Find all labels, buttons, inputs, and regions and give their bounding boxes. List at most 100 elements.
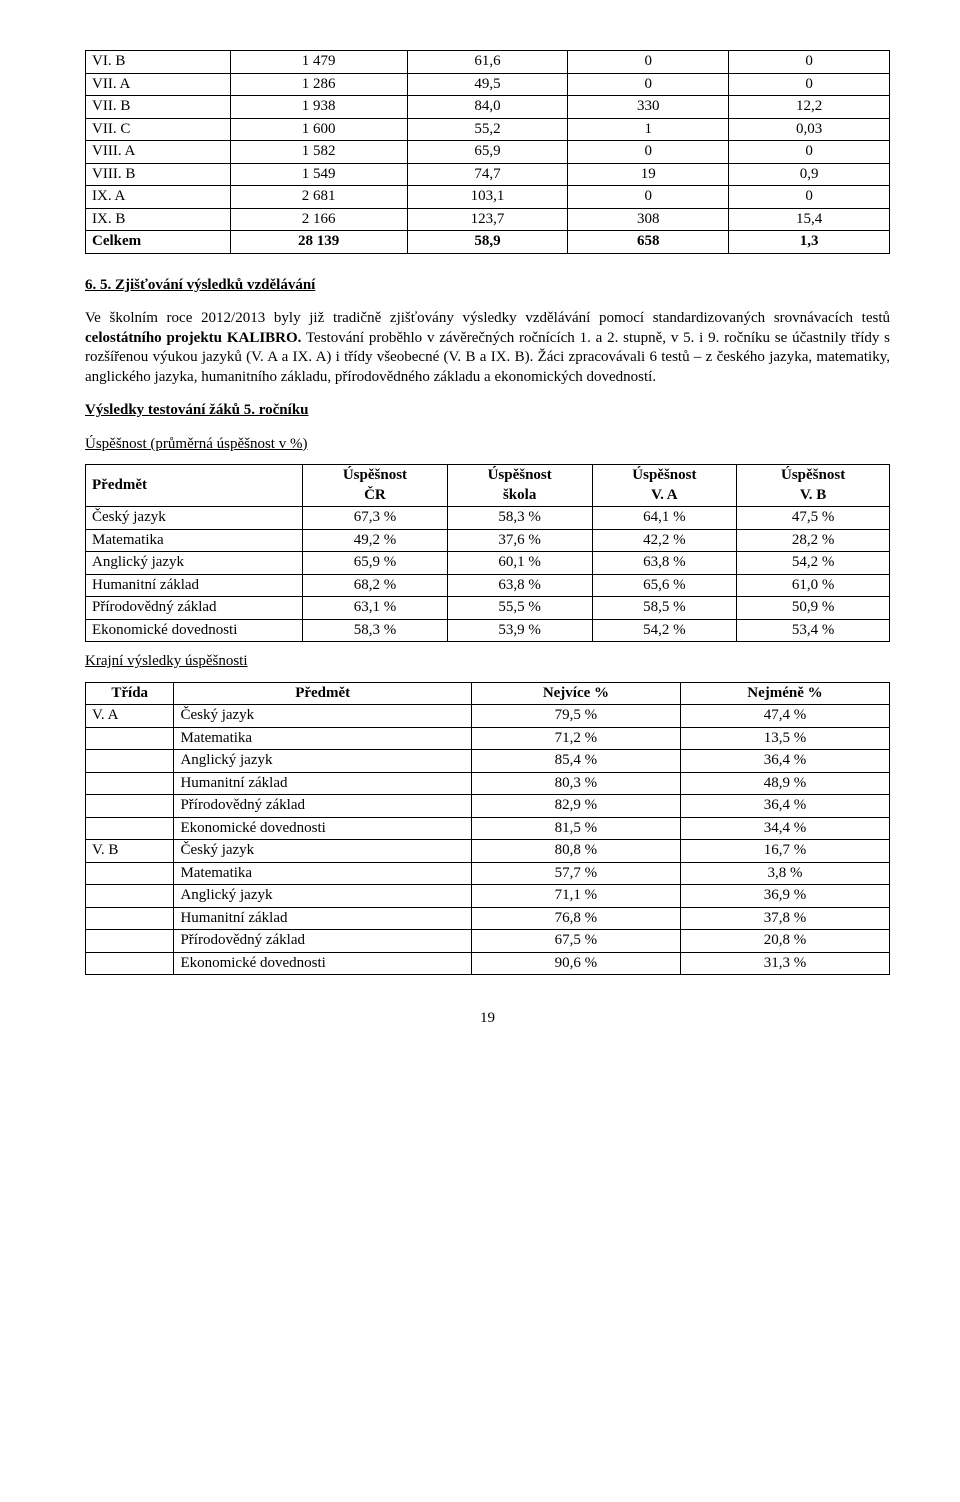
table-cell: 85,4 % (471, 750, 680, 773)
table-cell: 658 (568, 231, 729, 254)
table-cell: 58,5 % (592, 597, 737, 620)
table-cell: 1 (568, 118, 729, 141)
table-cell: 81,5 % (471, 817, 680, 840)
table-cell: 34,4 % (680, 817, 889, 840)
table-header-cell: ÚspěšnostV. B (737, 465, 890, 507)
table-cell: 15,4 (729, 208, 890, 231)
table-cell: 31,3 % (680, 952, 889, 975)
table-cell: 76,8 % (471, 907, 680, 930)
table-cell (86, 817, 174, 840)
table-row: VII. C1 60055,210,03 (86, 118, 890, 141)
table-cell: 0 (568, 51, 729, 74)
table-header-row: TřídaPředmětNejvíce %Nejméně % (86, 682, 890, 705)
table-header-cell: ÚspěšnostČR (303, 465, 448, 507)
table-cell: 63,8 % (447, 574, 592, 597)
table-cell: 37,6 % (447, 529, 592, 552)
table-cell: V. A (86, 705, 174, 728)
table-cell: Matematika (174, 727, 471, 750)
table-cell: 42,2 % (592, 529, 737, 552)
table-row: Přírodovědný základ82,9 %36,4 % (86, 795, 890, 818)
table-cell: 19 (568, 163, 729, 186)
table-cell (86, 930, 174, 953)
table-cell: 47,5 % (737, 507, 890, 530)
table-row: Humanitní základ76,8 %37,8 % (86, 907, 890, 930)
table-cell: 67,3 % (303, 507, 448, 530)
table-cell: 55,2 (407, 118, 568, 141)
table-cell: 0 (729, 186, 890, 209)
table-cell: 36,4 % (680, 795, 889, 818)
table-row: V. AČeský jazyk79,5 %47,4 % (86, 705, 890, 728)
table-cell: 330 (568, 96, 729, 119)
table-cell: 1,3 (729, 231, 890, 254)
table-cell: VI. B (86, 51, 231, 74)
table-cell: 37,8 % (680, 907, 889, 930)
table-cell: Humanitní základ (174, 772, 471, 795)
table-cell (86, 727, 174, 750)
table-cell: 0 (729, 51, 890, 74)
table-cell: 55,5 % (447, 597, 592, 620)
table-row: VIII. A1 58265,900 (86, 141, 890, 164)
table-cell: 90,6 % (471, 952, 680, 975)
table-cell: 2 166 (230, 208, 407, 231)
table-cell: 123,7 (407, 208, 568, 231)
table-header-row: PředmětÚspěšnostČRÚspěšnostškolaÚspěšnos… (86, 465, 890, 507)
table-header-cell: Nejvíce % (471, 682, 680, 705)
table-cell: 0 (568, 141, 729, 164)
table-cell: Český jazyk (174, 705, 471, 728)
table-cell: 71,2 % (471, 727, 680, 750)
table-cell: 0 (729, 141, 890, 164)
table-cell: 74,7 (407, 163, 568, 186)
table-cell: 58,3 % (447, 507, 592, 530)
page-number: 19 (85, 1009, 890, 1029)
table-cell (86, 772, 174, 795)
table-cell: 65,6 % (592, 574, 737, 597)
table-row: VIII. B1 54974,7190,9 (86, 163, 890, 186)
table-cell: 1 938 (230, 96, 407, 119)
table-row: Přírodovědný základ67,5 %20,8 % (86, 930, 890, 953)
table-cell: Celkem (86, 231, 231, 254)
table-cell: 36,9 % (680, 885, 889, 908)
table-cell: 54,2 % (592, 619, 737, 642)
table-header-cell: Předmět (174, 682, 471, 705)
table-cell: 0 (568, 73, 729, 96)
table-header-cell: Nejméně % (680, 682, 889, 705)
table-cell: Anglický jazyk (86, 552, 303, 575)
table-row: VII. B1 93884,033012,2 (86, 96, 890, 119)
table-row: Matematika57,7 %3,8 % (86, 862, 890, 885)
table-row: Přírodovědný základ63,1 %55,5 %58,5 %50,… (86, 597, 890, 620)
table-row: Anglický jazyk65,9 %60,1 %63,8 %54,2 % (86, 552, 890, 575)
table-cell: 60,1 % (447, 552, 592, 575)
table-cell: 54,2 % (737, 552, 890, 575)
table-cell (86, 952, 174, 975)
table-row: Ekonomické dovednosti58,3 %53,9 %54,2 %5… (86, 619, 890, 642)
table-header-cell: Předmět (86, 465, 303, 507)
table-cell: 1 549 (230, 163, 407, 186)
extremes-label: Krajní výsledky úspěšnosti (85, 652, 890, 672)
table-row: VI. B1 47961,600 (86, 51, 890, 74)
table-cell: 57,7 % (471, 862, 680, 885)
table-cell: Přírodovědný základ (86, 597, 303, 620)
table-cell: 63,1 % (303, 597, 448, 620)
results-heading: Výsledky testování žáků 5. ročníku (85, 401, 890, 421)
table-cell: Ekonomické dovednosti (86, 619, 303, 642)
table-cell: 1 479 (230, 51, 407, 74)
table-header-cell: ÚspěšnostV. A (592, 465, 737, 507)
table-cell: 0 (568, 186, 729, 209)
section-heading: 6. 5. Zjišťování výsledků vzdělávání (85, 276, 890, 296)
table-cell: 49,5 (407, 73, 568, 96)
table-cell: Přírodovědný základ (174, 930, 471, 953)
table-cell: 61,0 % (737, 574, 890, 597)
table-cell: 1 600 (230, 118, 407, 141)
table-cell: 84,0 (407, 96, 568, 119)
table-row: IX. A2 681103,100 (86, 186, 890, 209)
results-table: PředmětÚspěšnostČRÚspěšnostškolaÚspěšnos… (85, 464, 890, 642)
table-cell: 50,9 % (737, 597, 890, 620)
table-header-cell: Úspěšnostškola (447, 465, 592, 507)
table-cell: IX. A (86, 186, 231, 209)
table-cell: 65,9 (407, 141, 568, 164)
table-cell: VIII. B (86, 163, 231, 186)
table-row: Ekonomické dovednosti90,6 %31,3 % (86, 952, 890, 975)
table-cell: 1 582 (230, 141, 407, 164)
table-cell: 13,5 % (680, 727, 889, 750)
table-cell: 2 681 (230, 186, 407, 209)
